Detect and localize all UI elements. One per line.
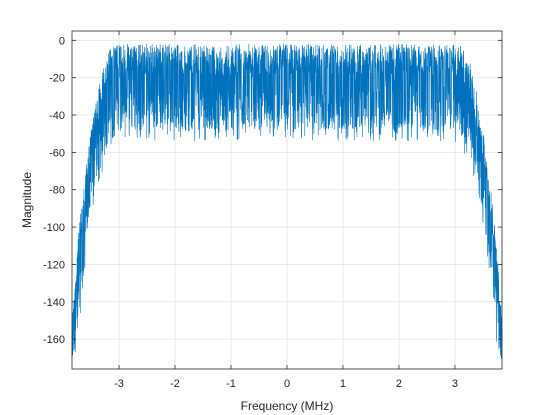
y-tick-label: -140 bbox=[43, 297, 65, 309]
x-tick-label: -1 bbox=[226, 378, 236, 390]
x-tick-label: 1 bbox=[340, 378, 346, 390]
x-tick-label: 0 bbox=[284, 378, 290, 390]
series-layer bbox=[71, 43, 503, 359]
y-tick-label: -160 bbox=[43, 334, 65, 346]
y-axis-ticks: 0 -20 -40 -60 -80 -100 -120 -140 -160 bbox=[43, 35, 502, 346]
y-tick-label: -100 bbox=[43, 222, 65, 234]
x-tick-label: 2 bbox=[396, 378, 402, 390]
y-tick-label: -40 bbox=[49, 110, 65, 122]
y-axis-label: Magnitude bbox=[20, 172, 34, 228]
y-tick-label: 0 bbox=[59, 35, 65, 47]
x-tick-label: -3 bbox=[114, 378, 124, 390]
y-tick-label: -20 bbox=[49, 73, 65, 85]
x-axis-ticks: -3 -2 -1 0 1 2 3 bbox=[114, 31, 458, 390]
spectrum-trace bbox=[71, 43, 503, 359]
x-axis-label: Frequency (MHz) bbox=[241, 399, 334, 413]
y-tick-label: -60 bbox=[49, 147, 65, 159]
x-tick-label: -2 bbox=[170, 378, 180, 390]
x-tick-label: 3 bbox=[452, 378, 458, 390]
y-tick-label: -80 bbox=[49, 185, 65, 197]
y-tick-label: -120 bbox=[43, 259, 65, 271]
